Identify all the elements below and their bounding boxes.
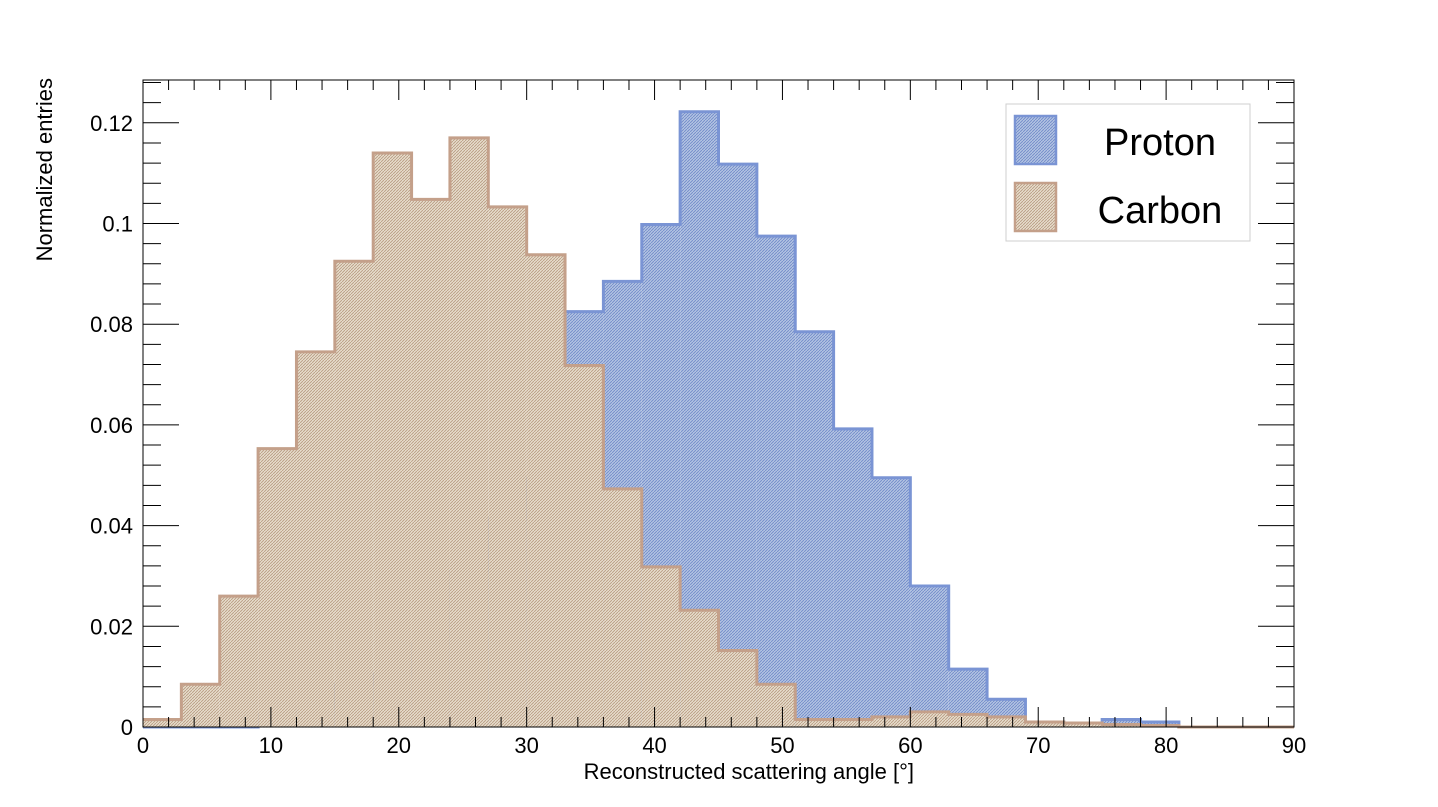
carbon-bar bbox=[603, 488, 642, 727]
proton-bar bbox=[795, 331, 834, 727]
y-tick-label: 0 bbox=[121, 715, 133, 740]
x-axis-title: Reconstructed scattering angle [°] bbox=[584, 759, 914, 784]
tick-labels: 0 10 20 30 40 50 60 70 80 90 0 0.02 0.04 0.06 0.08 0.1 0… bbox=[90, 111, 1306, 758]
y-axis-title: Normalized entries bbox=[32, 78, 57, 261]
x-tick-label: 30 bbox=[514, 733, 538, 758]
carbon-bar bbox=[219, 596, 259, 727]
proton-bar bbox=[910, 586, 949, 727]
carbon-bar bbox=[948, 714, 988, 727]
y-tick-label: 0.06 bbox=[90, 413, 133, 438]
carbon-bar bbox=[258, 448, 297, 727]
x-tick-label: 90 bbox=[1282, 733, 1306, 758]
series-layer bbox=[143, 110, 1294, 729]
x-tick-label: 70 bbox=[1026, 733, 1050, 758]
legend: Proton Carbon bbox=[1005, 103, 1251, 242]
carbon-bar bbox=[795, 719, 834, 727]
carbon-bar bbox=[987, 716, 1026, 727]
legend-label-proton: Proton bbox=[1104, 122, 1216, 164]
carbon-bar bbox=[833, 719, 872, 727]
carbon-bar bbox=[1025, 721, 1064, 727]
legend-swatch-carbon bbox=[1013, 181, 1058, 233]
carbon-bar bbox=[334, 261, 374, 727]
y-tick-label: 0.1 bbox=[102, 211, 133, 236]
carbon-bar bbox=[680, 610, 719, 727]
carbon-bar bbox=[373, 153, 412, 727]
carbon-bar bbox=[1063, 722, 1103, 727]
series-carbon bbox=[143, 136, 1294, 729]
carbon-bar bbox=[526, 254, 566, 727]
carbon-bar bbox=[488, 206, 527, 727]
carbon-bar bbox=[449, 137, 489, 728]
x-tick-label: 80 bbox=[1154, 733, 1178, 758]
carbon-bar bbox=[910, 711, 949, 727]
legend-swatch-proton bbox=[1013, 114, 1058, 166]
x-tick-label: 20 bbox=[387, 733, 411, 758]
carbon-bar bbox=[641, 566, 681, 727]
legend-label-carbon: Carbon bbox=[1098, 190, 1223, 232]
carbon-bar bbox=[296, 351, 335, 727]
y-tick-label: 0.02 bbox=[90, 614, 133, 639]
axis-ticks bbox=[142, 80, 1295, 728]
carbon-bar bbox=[756, 684, 796, 727]
proton-bar bbox=[871, 477, 911, 727]
carbon-bar bbox=[411, 199, 450, 727]
x-tick-label: 40 bbox=[642, 733, 666, 758]
proton-bar bbox=[833, 428, 872, 727]
y-tick-label: 0.12 bbox=[90, 111, 133, 136]
carbon-bar bbox=[143, 719, 182, 727]
y-tick-label: 0.08 bbox=[90, 312, 133, 337]
plot-frame bbox=[142, 79, 1295, 728]
carbon-bar bbox=[565, 365, 604, 727]
carbon-bar bbox=[871, 716, 911, 727]
carbon-bar bbox=[718, 650, 757, 727]
x-tick-label: 50 bbox=[770, 733, 794, 758]
y-tick-label: 0.04 bbox=[90, 514, 133, 539]
x-tick-label: 0 bbox=[137, 733, 149, 758]
proton-bar bbox=[756, 236, 796, 727]
x-tick-label: 10 bbox=[259, 733, 283, 758]
x-tick-label: 60 bbox=[898, 733, 922, 758]
carbon-bar bbox=[181, 684, 220, 727]
proton-bar bbox=[718, 164, 757, 727]
